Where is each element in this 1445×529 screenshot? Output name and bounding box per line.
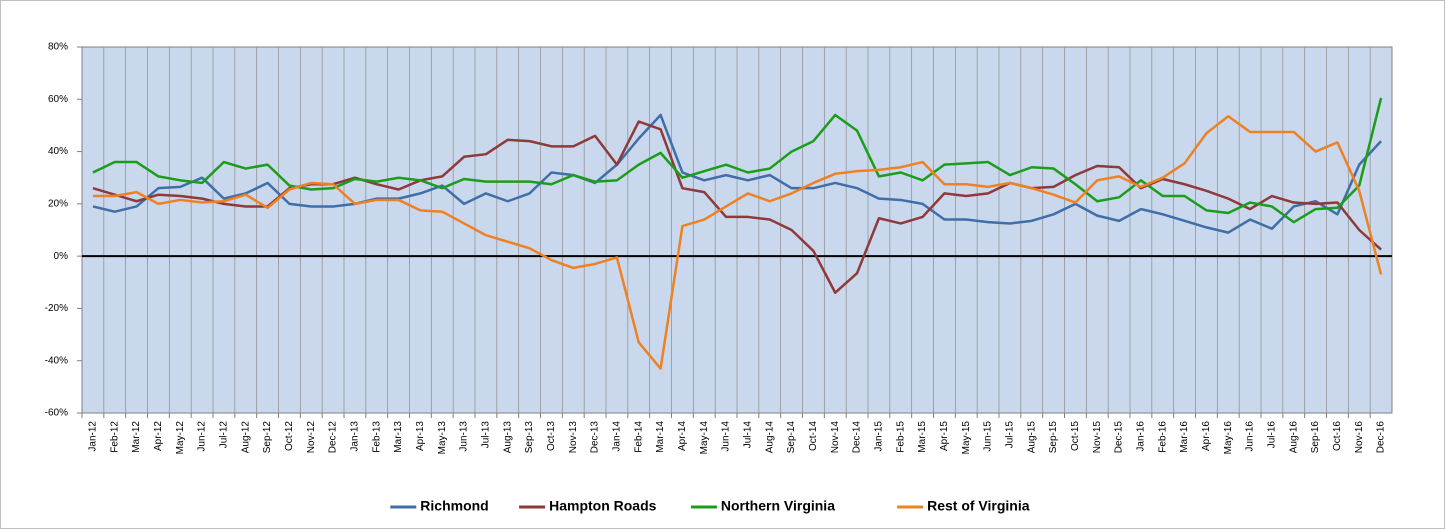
x-tick-label: Jun-15 [983,421,994,452]
x-tick-label: Sep-14 [786,421,797,454]
x-tick-label: Oct-13 [546,421,557,451]
x-tick-label: Aug-14 [764,421,775,454]
x-tick-label: Aug-16 [1288,421,1299,454]
x-tick-label: Dec-16 [1376,421,1387,454]
y-tick-label: 0% [54,251,69,262]
x-tick-label: Dec-15 [1114,421,1125,454]
x-tick-label: Sep-15 [1048,421,1059,454]
series-line [92,97,1383,224]
x-tick-label: Feb-15 [895,421,906,453]
x-tick-label: Apr-12 [153,421,164,451]
x-tick-label: Nov-14 [830,421,841,454]
x-tick-label: Aug-15 [1026,421,1037,454]
x-tick-label: Mar-16 [1179,421,1190,453]
x-tick-label: Mar-15 [917,421,928,453]
legend-label: Rest of Virginia [927,498,1030,514]
x-tick-label: Jun-16 [1245,421,1256,452]
series-line [92,113,1382,234]
x-tick-label: Jan-15 [874,421,885,452]
x-tick-label: Nov-13 [568,421,579,454]
x-tick-label: Aug-12 [240,421,251,454]
x-tick-label: Sep-16 [1310,421,1321,454]
x-tick-label: Feb-13 [371,421,382,453]
x-tick-label: Mar-13 [393,421,404,453]
x-tick-label: Mar-12 [131,421,142,453]
x-tick-label: Jul-14 [743,421,754,449]
x-tick-label: Dec-14 [852,421,863,454]
x-tick-label: Dec-13 [590,421,601,454]
y-tick-label: 40% [48,146,68,157]
x-tick-label: May-15 [961,421,972,455]
x-tick-label: Sep-13 [524,421,535,454]
x-tick-label: Apr-15 [939,421,950,451]
y-tick-label: -40% [45,355,68,366]
x-tick-label: Apr-16 [1201,421,1212,451]
x-tick-label: Mar-14 [655,421,666,453]
legend-label: Richmond [420,498,488,514]
series-line [92,115,1383,370]
x-tick-label: Nov-16 [1354,421,1365,454]
x-tick-label: May-12 [175,421,186,455]
x-tick-label: Jun-12 [197,421,208,452]
x-tick-label: Jan-16 [1136,421,1147,452]
legend-label: Hampton Roads [549,498,657,514]
x-tick-label: Jul-12 [219,421,230,449]
x-tick-label: Jan-12 [88,421,99,452]
x-tick-label: Oct-12 [284,421,295,451]
x-tick-label: Apr-13 [415,421,426,451]
x-tick-label: May-13 [437,421,448,455]
x-tick-label: Apr-14 [677,421,688,451]
x-tick-label: Feb-16 [1157,421,1168,453]
x-tick-label: Jun-13 [459,421,470,452]
x-tick-label: Jan-13 [350,421,361,452]
x-tick-label: May-14 [699,421,710,455]
x-tick-label: May-16 [1223,421,1234,455]
x-tick-label: Sep-12 [262,421,273,454]
x-tick-label: Aug-13 [502,421,513,454]
x-tick-label: Jan-14 [612,421,623,452]
x-tick-label: Oct-15 [1070,421,1081,451]
x-tick-label: Oct-14 [808,421,819,451]
legend: Richmond Hampton Roads Northern Virginia Re… [390,498,1030,514]
x-tick-label: Nov-12 [306,421,317,454]
y-tick-label: 60% [48,94,68,105]
x-tick-label: Nov-15 [1092,421,1103,454]
x-tick-label: Jul-16 [1267,421,1278,449]
x-tick-label: Dec-12 [328,421,339,454]
y-tick-label: 20% [48,198,68,209]
x-tick-label: Feb-12 [109,421,120,453]
y-tick-label: -20% [45,303,68,314]
legend-label: Northern Virginia [721,498,835,514]
x-tick-label: Oct-16 [1332,421,1343,451]
x-tick-label: Jun-14 [721,421,732,452]
x-tick-label: Jul-13 [481,421,492,449]
y-tick-label: -60% [45,408,68,419]
y-tick-label: 80% [48,42,68,53]
x-tick-label: Jul-15 [1005,421,1016,449]
x-tick-label: Feb-14 [633,421,644,453]
